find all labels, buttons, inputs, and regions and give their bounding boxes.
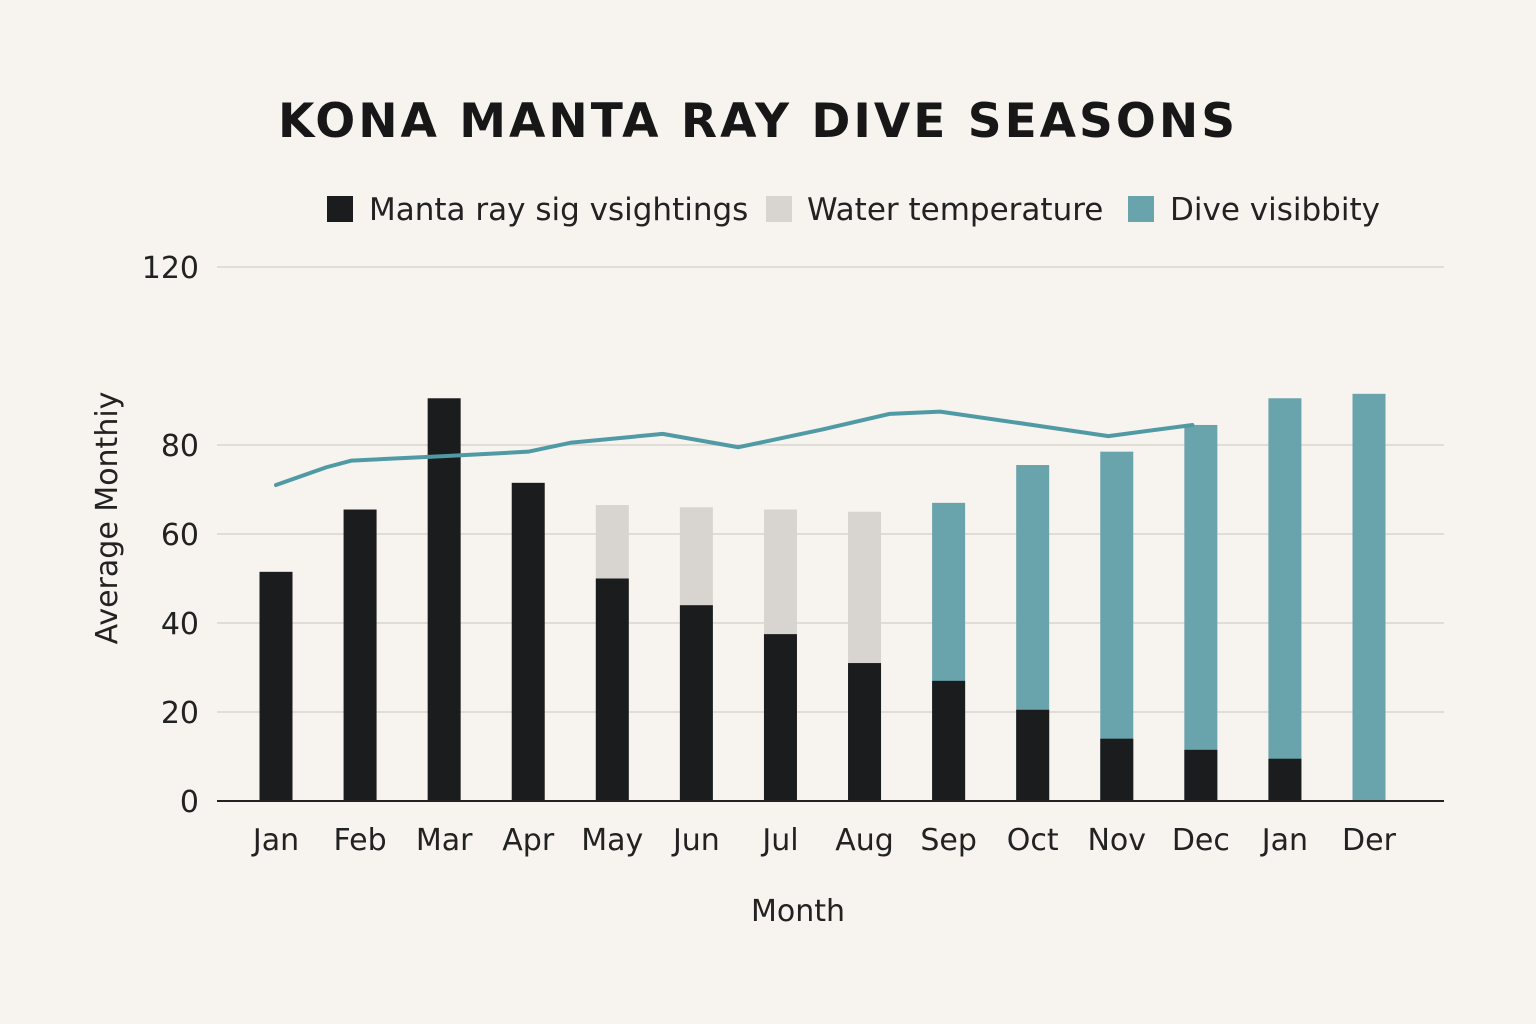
- legend-swatch-temperature: [766, 196, 792, 222]
- y-axis-ticks: 0 20 40 60 80 120: [142, 251, 199, 820]
- trend-line-path: [274, 409, 1195, 488]
- x-tick-label: Jun: [671, 823, 720, 858]
- x-tick-label: Der: [1342, 823, 1397, 858]
- legend-label-temperature: Water temperature: [807, 192, 1103, 228]
- trend-line: [274, 409, 1195, 488]
- y-tick-label: 40: [161, 607, 199, 642]
- gridlines: [217, 266, 1444, 713]
- x-tick-label: Oct: [1007, 823, 1059, 858]
- legend-swatch-visibility: [1128, 196, 1154, 222]
- bar-visibility: [1184, 424, 1218, 801]
- legend-label-sightings: Manta ray sig vsightings: [369, 192, 748, 228]
- bar-sightings: [1268, 758, 1302, 801]
- x-tick-label: Jan: [251, 823, 299, 858]
- legend-swatch-sightings: [327, 196, 353, 222]
- bar-sightings: [1016, 709, 1050, 801]
- y-tick-label: 20: [161, 696, 199, 731]
- bar-sightings: [343, 509, 377, 801]
- y-tick-label: 120: [142, 251, 199, 286]
- x-tick-label: Aug: [835, 823, 894, 858]
- bars: [259, 393, 1386, 801]
- x-tick-label: Apr: [502, 823, 555, 858]
- bar-sightings: [848, 663, 882, 801]
- bar-sightings: [1184, 749, 1218, 801]
- bar-sightings: [679, 605, 713, 801]
- bar-sightings: [259, 571, 293, 801]
- x-tick-label: Sep: [920, 823, 977, 858]
- y-axis-label: Average Monthiy: [90, 392, 125, 645]
- bar-sightings: [595, 578, 629, 801]
- y-tick-label: 80: [161, 429, 199, 464]
- bar-visibility: [1268, 398, 1302, 801]
- x-tick-label: Feb: [334, 823, 387, 858]
- bar-sightings: [763, 634, 797, 801]
- x-tick-label: Mar: [416, 823, 473, 858]
- legend: Manta ray sig vsightings Water temperatu…: [327, 192, 1380, 228]
- x-axis-label: Month: [751, 894, 845, 929]
- x-tick-label: Jul: [760, 823, 798, 858]
- legend-label-visibility: Dive visibbity: [1170, 192, 1380, 228]
- x-tick-label: May: [581, 823, 643, 858]
- y-tick-label: 60: [161, 518, 199, 553]
- x-tick-label: Jan: [1260, 823, 1308, 858]
- bar-sightings: [1100, 738, 1134, 801]
- bar-sightings: [511, 482, 545, 801]
- bar-visibility: [1352, 393, 1386, 801]
- bar-sightings: [427, 398, 461, 801]
- bar-sightings: [932, 680, 966, 801]
- x-axis-ticks: Jan Feb Mar Apr May Jun Jul Aug Sep Oct Nov Dec Jan D…: [251, 823, 1397, 858]
- x-tick-label: Nov: [1087, 823, 1146, 858]
- chart-title: KONA MANTA RAY DIVE SEASONS: [278, 94, 1238, 149]
- y-tick-label: 0: [180, 785, 199, 820]
- x-tick-label: Dec: [1172, 823, 1230, 858]
